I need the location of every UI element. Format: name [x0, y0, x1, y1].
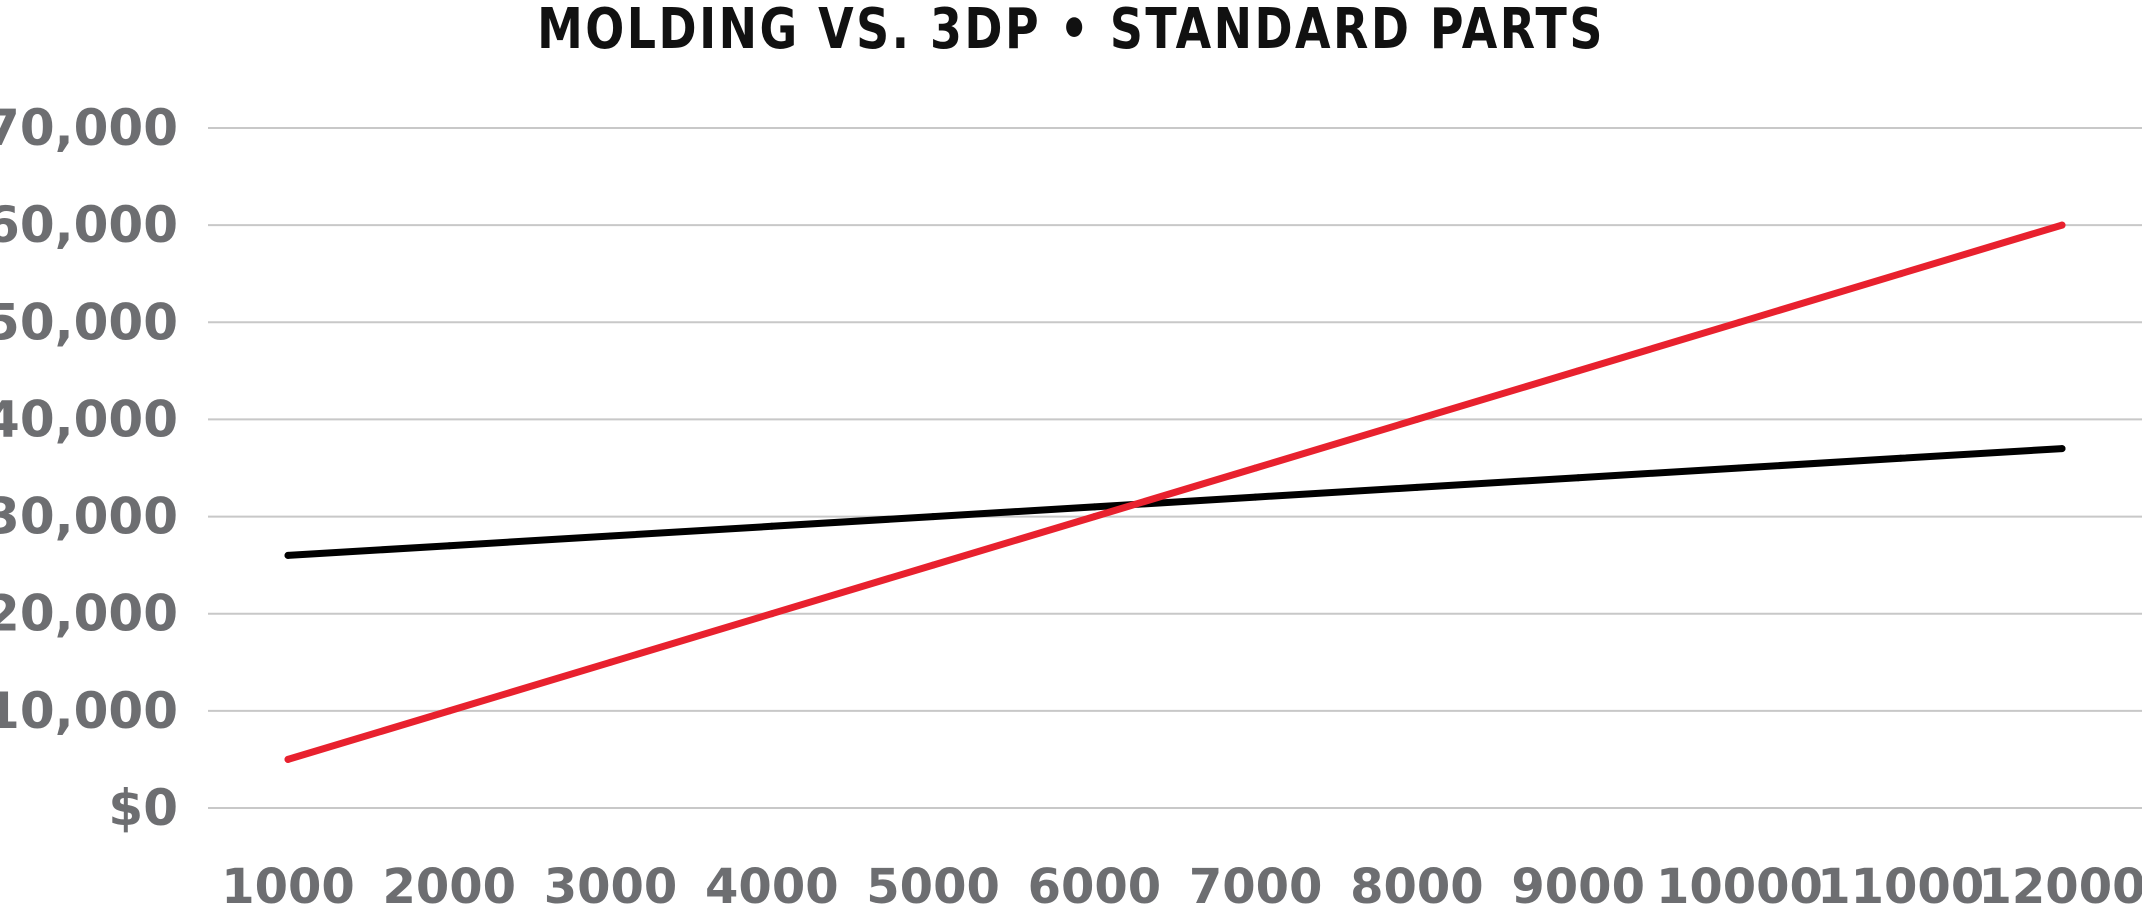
x-tick-label: 10000: [1656, 859, 1823, 907]
data-point: [1574, 367, 1582, 375]
y-tick-label: $70,000: [0, 99, 178, 157]
y-tick-label: $20,000: [0, 585, 178, 643]
x-tick-label: 7000: [1189, 859, 1323, 907]
x-tick-label: 3000: [544, 859, 678, 907]
x-tick-label: 8000: [1350, 859, 1484, 907]
y-tick-label: $40,000: [0, 390, 178, 448]
x-tick-label: 2000: [382, 859, 516, 907]
x-tick-label: 11000: [1817, 859, 1984, 907]
data-point: [1897, 270, 1905, 278]
gridlines: [208, 127, 2142, 809]
data-point: [929, 561, 937, 569]
data-point: [1252, 464, 1260, 472]
series-lines: [284, 221, 2066, 763]
data-point: [1897, 454, 1905, 462]
series-line-2: [284, 221, 2066, 763]
y-tick-label: $50,000: [0, 293, 178, 351]
data-point: [1090, 513, 1098, 521]
y-tick-label: $60,000: [0, 196, 178, 254]
series-line-1: [284, 445, 2066, 559]
y-tick-label: $0: [108, 779, 178, 837]
y-tick-label: $10,000: [0, 682, 178, 740]
data-point: [445, 542, 453, 550]
data-point: [1735, 318, 1743, 326]
data-point: [1413, 483, 1421, 491]
data-point: [1413, 415, 1421, 423]
data-point: [2058, 221, 2066, 229]
data-point: [1574, 474, 1582, 482]
x-tick-label: 6000: [1028, 859, 1162, 907]
data-point: [284, 551, 292, 559]
data-point: [445, 707, 453, 715]
data-point: [607, 532, 615, 540]
data-point: [929, 513, 937, 521]
x-tick-label: 5000: [866, 859, 1000, 907]
data-point: [1735, 464, 1743, 472]
data-point: [768, 522, 776, 530]
x-tick-label: 4000: [705, 859, 839, 907]
y-tick-label: $30,000: [0, 488, 178, 546]
data-point: [2058, 445, 2066, 453]
data-point: [284, 755, 292, 763]
data-point: [1090, 503, 1098, 511]
chart-title: MOLDING VS. 3DP • STANDARD PARTS: [537, 0, 1605, 62]
data-point: [607, 658, 615, 666]
data-point: [1252, 493, 1260, 501]
x-axis-labels: 1000 2000 3000 4000 5000 6000 7000 8000 9000 1000…: [221, 859, 2142, 907]
x-tick-label: 12000: [1979, 859, 2142, 907]
y-axis-labels: $0 $10,000 $20,000 $30,000 $40,000 $50,000 $60…: [0, 99, 178, 837]
x-tick-label: 1000: [221, 859, 355, 907]
x-tick-label: 9000: [1511, 859, 1645, 907]
data-point: [768, 610, 776, 618]
